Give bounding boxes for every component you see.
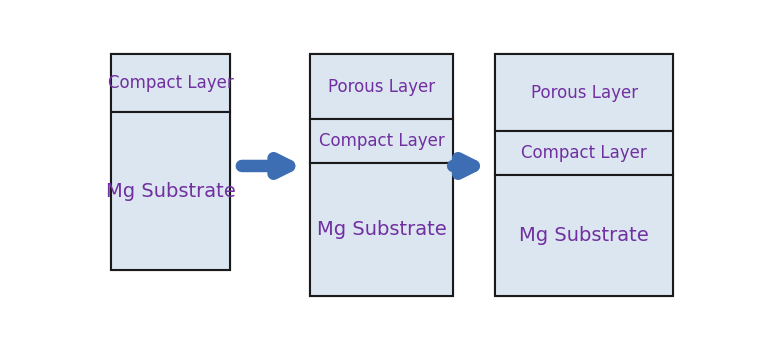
- Bar: [310, 119, 453, 163]
- Bar: [111, 54, 230, 271]
- Bar: [111, 112, 230, 271]
- Bar: [495, 54, 674, 297]
- Bar: [310, 54, 453, 297]
- Text: Compact Layer: Compact Layer: [319, 132, 445, 150]
- Bar: [310, 54, 453, 119]
- Text: Porous Layer: Porous Layer: [328, 78, 435, 96]
- Text: Mg Substrate: Mg Substrate: [105, 182, 235, 201]
- Text: Mg Substrate: Mg Substrate: [317, 220, 446, 239]
- Text: Mg Substrate: Mg Substrate: [519, 226, 649, 245]
- Bar: [495, 54, 674, 132]
- Text: Compact Layer: Compact Layer: [108, 74, 233, 92]
- Bar: [495, 132, 674, 175]
- Text: Compact Layer: Compact Layer: [521, 144, 647, 162]
- Text: Porous Layer: Porous Layer: [531, 84, 637, 102]
- Bar: [495, 175, 674, 297]
- Bar: [310, 163, 453, 297]
- Bar: [111, 54, 230, 112]
